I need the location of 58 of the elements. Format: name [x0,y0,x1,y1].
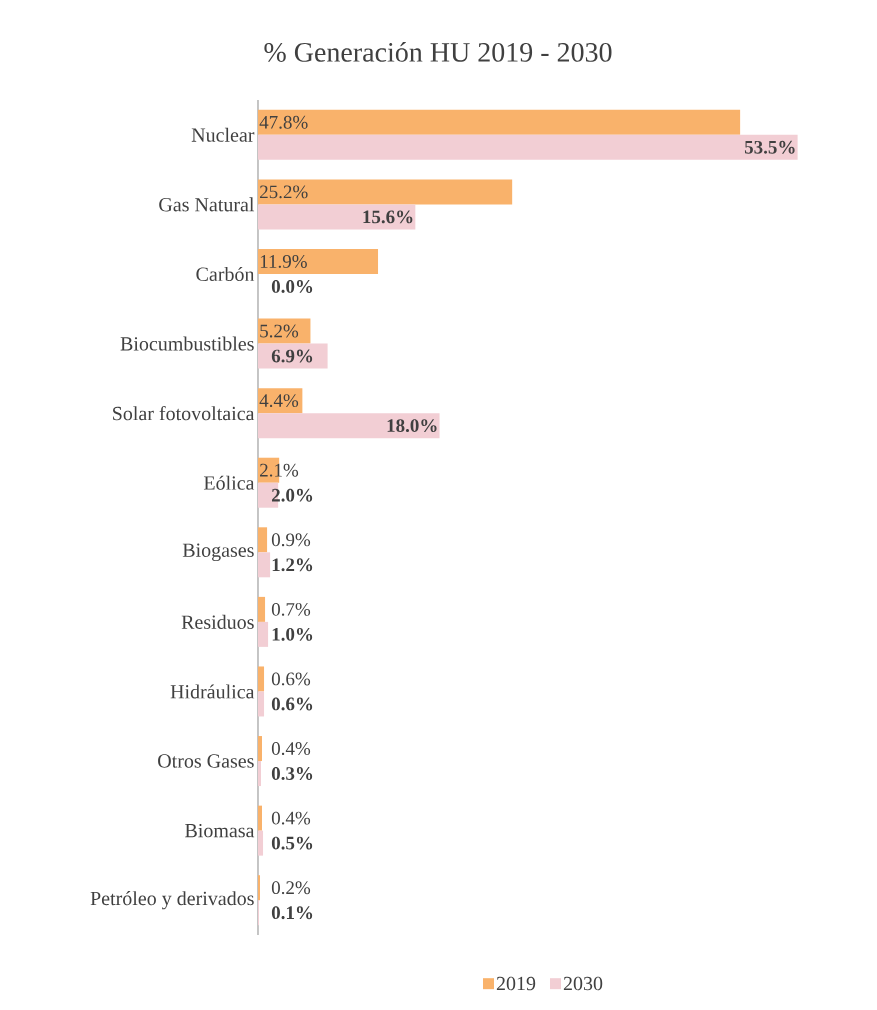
bar [258,109,741,135]
y-tick-label: Petróleo y derivados [90,891,254,910]
bar [258,179,513,205]
data-label: 1.0% [272,627,313,641]
bar [258,805,263,831]
bar [258,343,328,369]
data-label: 4.4% [259,394,299,408]
data-label: 0.1% [271,906,313,920]
bar [258,830,264,856]
bar [258,248,379,274]
data-label: 1.2% [272,558,313,572]
bar [258,691,265,717]
data-label: 0.3% [271,767,313,780]
data-label: 15.6% [363,210,413,224]
data-label: 47.8% [259,115,308,129]
data-label: 0.6% [271,672,311,686]
data-label: 5.2% [260,324,299,338]
y-tick-label: Biocumbustibles [120,336,254,351]
bar [258,204,416,230]
y-tick-label: Carbón [196,266,255,282]
bar [258,552,271,578]
data-label: 0.4% [271,811,311,825]
data-label: 2.1% [260,463,299,477]
y-tick-label: Eólica [203,475,255,490]
y-tick-label: Biogases [182,543,254,562]
data-label: 0.4% [271,742,311,755]
bar [258,666,265,692]
data-label: 0.0% [271,280,313,293]
bar [258,318,311,344]
y-tick-label: Hidráulica [170,684,255,699]
legend-label: 2030 [563,976,603,991]
chart-title: % Generación HU 2019 - 2030 [264,42,612,62]
bar [258,134,798,160]
data-label: 53.5% [744,140,795,154]
data-label: 0.9% [271,533,311,547]
bar [258,527,268,553]
legend-label: 2019 [496,976,536,991]
bar [258,736,263,762]
data-label: 0.7% [271,602,311,616]
y-tick-label: Nuclear [191,127,255,142]
bar [258,621,269,647]
y-tick-label: Gas Natural [159,197,255,212]
y-tick-label: Otros Gases [158,754,254,768]
y-tick-label: Residuos [181,614,254,629]
data-label: 0.2% [271,881,311,895]
data-label: 18.0% [387,419,437,433]
data-label: 0.6% [271,697,313,711]
data-label: 6.9% [271,349,313,363]
bar [258,413,440,439]
data-label: 2.0% [272,488,313,502]
bar [258,596,266,622]
bar [258,875,261,901]
bar [258,761,262,787]
data-label: 0.5% [271,836,313,850]
y-tick-label: Biomasa [185,823,255,838]
data-label: 25.2% [260,185,308,199]
y-tick-label: Solar fotovoltaica [113,405,255,421]
data-label: 11.9% [260,255,307,268]
